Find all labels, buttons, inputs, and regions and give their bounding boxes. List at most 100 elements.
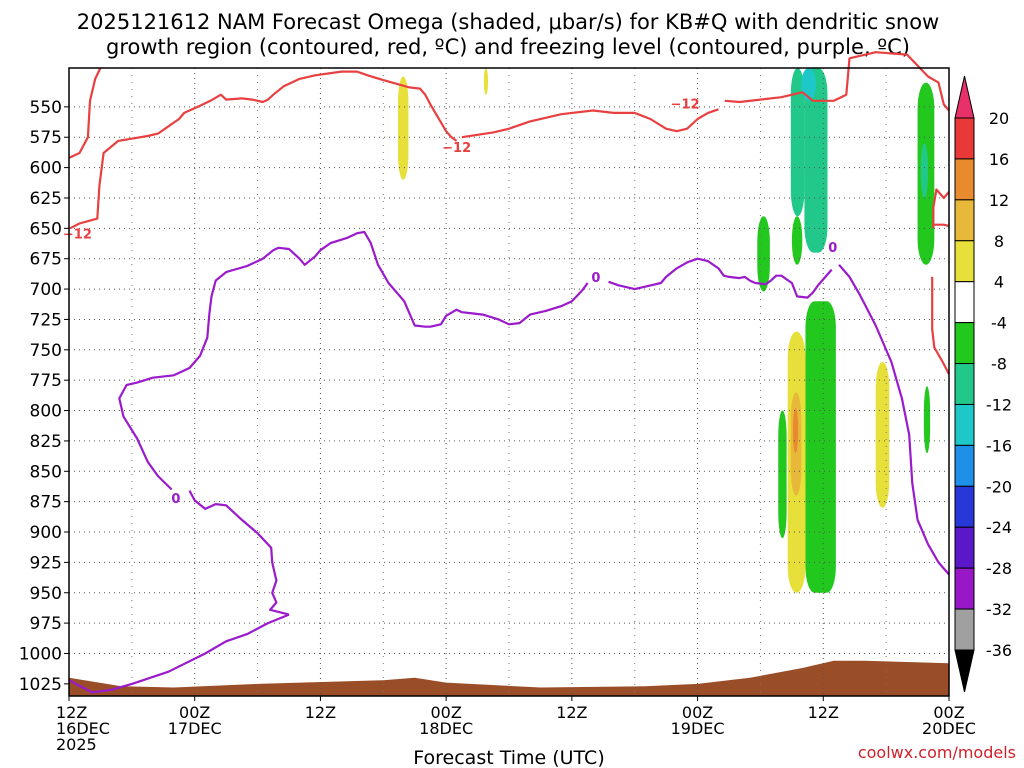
colorbar-band-2 (954, 199, 975, 242)
y-tick-label-800: 800 (30, 402, 62, 422)
x-tick-label-36-1: 18DEC (419, 719, 473, 738)
freezing-level-0C-segment-4 (838, 264, 950, 576)
y-tick-label-650: 650 (30, 219, 62, 239)
omega-region-11 (792, 408, 799, 454)
y-tick-label-875: 875 (30, 493, 62, 513)
y-tick-label-600: 600 (30, 159, 62, 179)
y-tick-label-700: 700 (30, 280, 62, 300)
x-tick-label-72-0: 12Z (808, 703, 839, 722)
y-tick-label-1025: 1025 (19, 675, 62, 695)
x-tick-label-0-0: 12Z (56, 703, 87, 722)
colorbar-band-10 (954, 526, 975, 569)
dendritic-minus12-label-1: −12 (442, 141, 471, 156)
omega-region-3 (790, 68, 805, 217)
x-tick-label-0-1: 16DEC (56, 719, 110, 738)
freezing-level-0C-label-1: 0 (591, 271, 600, 286)
omega-region-15 (923, 386, 931, 454)
x-tick-label-12-1: 17DEC (168, 719, 222, 738)
y-tick-label-900: 900 (30, 523, 62, 543)
colorbar-label-12: -32 (986, 600, 1012, 619)
x-axis-label: Forecast Time (UTC) (413, 747, 604, 768)
plot-frame (68, 67, 950, 697)
grid (69, 68, 949, 696)
y-tick-label-950: 950 (30, 584, 62, 604)
y-tick-label-925: 925 (30, 553, 62, 573)
omega-region-0 (397, 76, 409, 180)
y-tick-label-975: 975 (30, 614, 62, 634)
y-tick-label-775: 775 (30, 371, 62, 391)
colorbar-label-10: -24 (986, 518, 1012, 537)
colorbar-band-9 (954, 485, 975, 528)
colorbar-label-9: -20 (986, 477, 1012, 496)
x-tick-label-84-1: 20DEC (922, 719, 976, 738)
colorbar-label-0: 20 (989, 109, 1009, 128)
dendritic-minus12-segment-4 (932, 188, 950, 229)
colorbar-band-5 (954, 322, 975, 365)
y-tick-label-675: 675 (30, 250, 62, 270)
omega-region-13 (805, 301, 836, 593)
colorbar-label-6: -8 (991, 355, 1007, 374)
omega-region-5 (801, 68, 816, 101)
omega-shading (397, 68, 935, 593)
x-tick-label-60-0: 00Z (682, 703, 713, 722)
y-tick-label-725: 725 (30, 310, 62, 330)
colorbar-label-3: 8 (994, 232, 1004, 251)
contours: −12 −12 −12 0 0 0 (63, 51, 950, 694)
dendritic-minus12-segment-0 (68, 67, 102, 159)
colorbar-band-7 (954, 403, 975, 446)
colorbar-bottom-triangle (954, 649, 975, 693)
colorbar-label-8: -16 (986, 436, 1012, 455)
y-axis-ticks: 550 575 600 625 650 675 700 725 750 775 800 825 850 8… (19, 98, 69, 695)
freezing-level-0C-label-2: 0 (828, 241, 837, 256)
colorbar-band-0 (954, 117, 975, 160)
title-line-2: growth region (contoured, red, ºC) and f… (106, 35, 910, 59)
dendritic-minus12-segment-3 (724, 51, 950, 112)
colorbar-label-2: 12 (989, 191, 1009, 210)
terrain (69, 660, 949, 696)
colorbar-band-3 (954, 240, 975, 283)
x-tick-label-24-0: 12Z (305, 703, 336, 722)
x-tick-label-48-0: 12Z (556, 703, 587, 722)
x-tick-label-0-2: 2025 (56, 735, 97, 754)
y-tick-label-625: 625 (30, 189, 62, 209)
colorbar-label-7: -12 (986, 395, 1012, 414)
x-tick-label-84-0: 00Z (933, 703, 964, 722)
omega-region-6 (791, 216, 803, 265)
freezing-level-0C-segment-3 (608, 257, 833, 299)
dendritic-minus12-segment-5 (934, 223, 950, 227)
colorbar-label-1: 16 (989, 150, 1009, 169)
omega-region-2 (757, 216, 770, 292)
y-tick-label-550: 550 (30, 98, 62, 118)
x-tick-label-36-0: 00Z (430, 703, 461, 722)
dendritic-minus12-label-0: −12 (63, 227, 92, 242)
dendritic-minus12-segment-1 (69, 70, 458, 230)
credit-text: coolwx.com/models (858, 743, 1016, 762)
y-tick-label-825: 825 (30, 432, 62, 452)
freezing-level-0C-label-0: 0 (171, 492, 180, 507)
dendritic-minus12-label-2: −12 (671, 97, 700, 112)
y-tick-label-1000: 1000 (19, 644, 62, 664)
terrain-fill (69, 660, 949, 696)
x-tick-label-12-0: 00Z (179, 703, 210, 722)
colorbar-top-triangle (954, 75, 975, 119)
colorbar-band-12 (954, 608, 975, 651)
title-line-1: 2025121612 NAM Forecast Omega (shaded, μ… (77, 10, 939, 34)
y-tick-label-750: 750 (30, 341, 62, 361)
omega-region-8 (920, 143, 929, 198)
freezing-level-0C-segment-1 (188, 490, 290, 616)
colorbar-band-4 (954, 281, 975, 324)
omega-region-4 (804, 68, 828, 253)
colorbar-label-4: 4 (994, 273, 1004, 292)
freezing-level-0C-segment-2 (118, 230, 589, 491)
omega-region-12 (778, 410, 787, 539)
dendritic-minus12-segment-2 (461, 108, 719, 139)
colorbar-label-5: -4 (991, 314, 1007, 333)
omega-region-1 (483, 68, 489, 95)
colorbar-label-11: -28 (986, 559, 1012, 578)
colorbar: 20 16 12 8 4 -4 -8 -12 -16 -20 -24 -28 -32 -36 (954, 75, 1012, 693)
colorbar-band-1 (954, 158, 975, 201)
colorbar-label-13: -36 (986, 641, 1012, 660)
x-tick-label-60-1: 19DEC (671, 719, 725, 738)
